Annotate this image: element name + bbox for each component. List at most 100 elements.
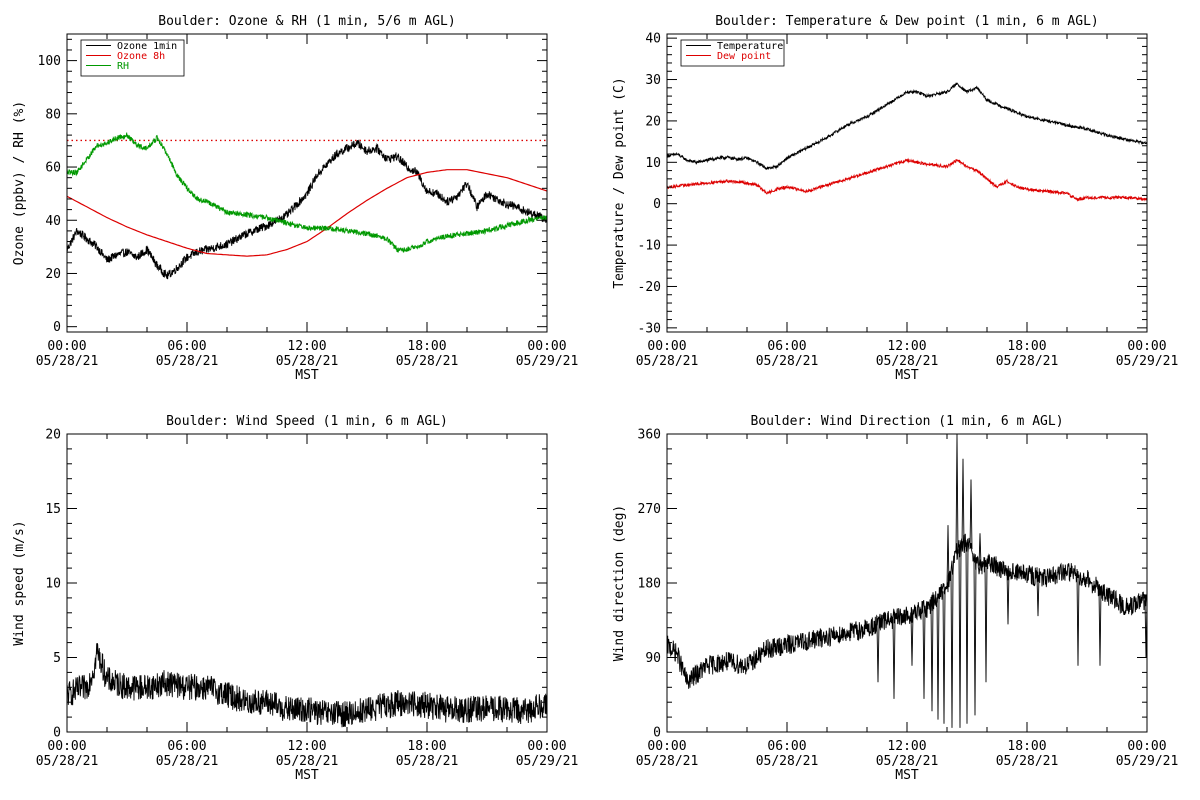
x-tick-time: 06:00 bbox=[167, 739, 206, 754]
y-tick-label: 60 bbox=[45, 161, 61, 176]
legend-label: Ozone 8h bbox=[117, 51, 165, 62]
series-group bbox=[67, 643, 547, 728]
series-line-temperature bbox=[667, 82, 1147, 171]
x-axis-label: MST bbox=[295, 368, 319, 383]
y-tick-label: 100 bbox=[38, 54, 61, 69]
y-tick-label: -10 bbox=[638, 239, 661, 254]
legend-box bbox=[680, 39, 785, 67]
y-tick-label: 15 bbox=[45, 502, 61, 517]
x-tick-time: 00:00 bbox=[527, 739, 566, 754]
wind-speed-panel: Boulder: Wind Speed (1 min, 6 m AGL) 0 5 10… bbox=[12, 414, 578, 783]
x-tick-time: 06:00 bbox=[167, 339, 206, 354]
y-axis-label: Ozone (ppbv) / RH (%) bbox=[12, 101, 27, 265]
y-tick-label: 80 bbox=[45, 107, 61, 122]
y-tick-label: -20 bbox=[638, 280, 661, 295]
x-tick-date: 05/28/21 bbox=[996, 354, 1059, 369]
x-tick-date: 05/29/21 bbox=[1116, 354, 1179, 369]
x-tick-date: 05/28/21 bbox=[876, 354, 939, 369]
y-tick-label: 0 bbox=[53, 726, 61, 741]
y-tick-label: -30 bbox=[638, 321, 661, 336]
series-line-dew-point bbox=[667, 157, 1147, 202]
temperature-dewpoint-panel: Boulder: Temperature & Dew point (1 min,… bbox=[612, 14, 1178, 383]
x-tick-date: 05/28/21 bbox=[396, 354, 459, 369]
y-tick-label: 40 bbox=[45, 214, 61, 229]
chart-title: Boulder: Wind Direction (1 min, 6 m AGL) bbox=[750, 414, 1063, 429]
legend-label: RH bbox=[117, 61, 129, 72]
x-tick-time: 18:00 bbox=[1007, 739, 1046, 754]
x-tick-date: 05/28/21 bbox=[276, 754, 339, 769]
x-tick-time: 06:00 bbox=[767, 339, 806, 354]
x-tick-date: 05/28/21 bbox=[636, 754, 699, 769]
wind-direction-panel: Boulder: Wind Direction (1 min, 6 m AGL)… bbox=[612, 414, 1178, 783]
y-tick-label: 40 bbox=[645, 32, 661, 47]
x-tick-date: 05/28/21 bbox=[636, 354, 699, 369]
series-group bbox=[667, 434, 1147, 728]
y-tick-label: 0 bbox=[53, 320, 61, 335]
y-tick-label: 180 bbox=[638, 577, 661, 592]
x-tick-time: 18:00 bbox=[407, 739, 446, 754]
x-tick-time: 12:00 bbox=[287, 339, 326, 354]
x-tick-time: 00:00 bbox=[47, 339, 86, 354]
x-tick-date: 05/28/21 bbox=[156, 354, 219, 369]
series-group bbox=[667, 82, 1147, 202]
x-axis-label: MST bbox=[895, 368, 919, 383]
x-tick-time: 00:00 bbox=[1127, 339, 1166, 354]
y-tick-label: 10 bbox=[45, 577, 61, 592]
x-tick-date: 05/28/21 bbox=[756, 354, 819, 369]
x-tick-time: 00:00 bbox=[647, 339, 686, 354]
chart-title: Boulder: Temperature & Dew point (1 min,… bbox=[715, 14, 1099, 29]
x-tick-date: 05/29/21 bbox=[516, 754, 579, 769]
x-tick-time: 12:00 bbox=[287, 739, 326, 754]
x-tick-date: 05/28/21 bbox=[756, 754, 819, 769]
series-line-series-1 bbox=[876, 434, 1147, 728]
y-tick-label: 270 bbox=[638, 502, 661, 517]
x-axis-label: MST bbox=[895, 768, 919, 783]
x-axis-label: MST bbox=[295, 768, 319, 783]
y-tick-label: 20 bbox=[645, 114, 661, 129]
x-tick-time: 12:00 bbox=[887, 339, 926, 354]
x-tick-time: 00:00 bbox=[647, 739, 686, 754]
y-axis-label: Wind speed (m/s) bbox=[12, 520, 27, 645]
x-tick-date: 05/28/21 bbox=[36, 354, 99, 369]
x-tick-date: 05/28/21 bbox=[396, 754, 459, 769]
y-tick-label: 90 bbox=[645, 651, 661, 666]
x-tick-time: 00:00 bbox=[527, 339, 566, 354]
legend-label: Ozone 1min bbox=[117, 41, 177, 52]
y-tick-label: 20 bbox=[45, 428, 61, 443]
series-line-series-0 bbox=[67, 643, 547, 728]
y-tick-label: 10 bbox=[645, 156, 661, 171]
x-tick-time: 06:00 bbox=[767, 739, 806, 754]
y-tick-label: 5 bbox=[53, 651, 61, 666]
x-tick-time: 18:00 bbox=[1007, 339, 1046, 354]
y-tick-label: 0 bbox=[653, 197, 661, 212]
series-line-rh bbox=[67, 132, 547, 253]
chart-title: Boulder: Ozone & RH (1 min, 5/6 m AGL) bbox=[158, 14, 455, 29]
x-tick-date: 05/28/21 bbox=[36, 754, 99, 769]
legend-label: Dew point bbox=[717, 51, 771, 62]
chart-title: Boulder: Wind Speed (1 min, 6 m AGL) bbox=[166, 414, 448, 429]
x-tick-date: 05/28/21 bbox=[156, 754, 219, 769]
x-tick-date: 05/28/21 bbox=[276, 354, 339, 369]
ozone-rh-panel: Boulder: Ozone & RH (1 min, 5/6 m AGL) 0 2… bbox=[12, 14, 578, 383]
x-tick-date: 05/28/21 bbox=[996, 754, 1059, 769]
series-group bbox=[67, 132, 547, 280]
x-tick-time: 12:00 bbox=[887, 739, 926, 754]
series-line-ozone-8h bbox=[67, 169, 547, 257]
y-tick-label: 20 bbox=[45, 267, 61, 282]
x-tick-date: 05/29/21 bbox=[516, 354, 579, 369]
y-axis-label: Temperature / Dew point (C) bbox=[612, 77, 627, 288]
legend-label: Temperature bbox=[717, 41, 783, 52]
series-line-ozone-1min bbox=[67, 139, 547, 280]
x-tick-date: 05/29/21 bbox=[1116, 754, 1179, 769]
y-axis-label: Wind direction (deg) bbox=[612, 505, 627, 662]
y-tick-label: 360 bbox=[638, 428, 661, 443]
x-tick-time: 18:00 bbox=[407, 339, 446, 354]
x-tick-date: 05/28/21 bbox=[876, 754, 939, 769]
series-line-series-0 bbox=[667, 533, 1147, 689]
x-tick-time: 00:00 bbox=[1127, 739, 1166, 754]
y-tick-label: 0 bbox=[653, 726, 661, 741]
x-tick-time: 00:00 bbox=[47, 739, 86, 754]
